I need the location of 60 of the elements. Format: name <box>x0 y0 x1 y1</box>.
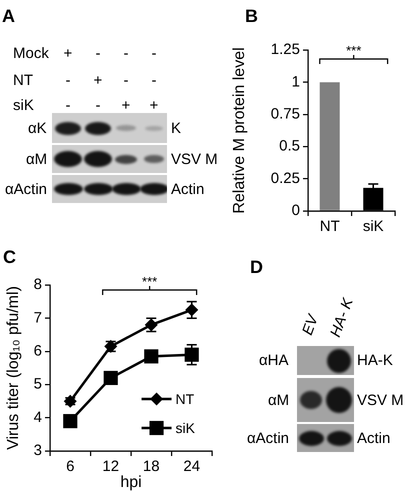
legend-label: siK <box>176 420 196 436</box>
x-tick-label: 12 <box>102 458 120 476</box>
text: Actin <box>171 180 204 198</box>
point <box>144 349 158 364</box>
x-tick-label: 18 <box>142 458 160 476</box>
y-tick-label: 0.75 <box>270 106 300 123</box>
y-tick-label: 0.5 <box>279 138 300 155</box>
legend-label: NT <box>176 390 195 407</box>
text: - <box>152 44 156 62</box>
text: + <box>94 72 102 88</box>
text: + <box>64 44 72 62</box>
text: D <box>250 257 263 277</box>
y-tick-label: 3 <box>34 442 42 460</box>
text: VSV M <box>357 392 404 408</box>
text: - <box>124 44 128 62</box>
text: - <box>66 72 70 88</box>
x-tick-label: 24 <box>183 458 200 476</box>
text: - <box>124 72 128 88</box>
y-tick-label: 8 <box>34 276 42 294</box>
text: VSV M <box>171 150 218 168</box>
text: αM <box>26 150 48 168</box>
text: αActin <box>5 180 48 198</box>
text: Actin <box>357 430 390 446</box>
x-tick-label: 6 <box>66 458 74 476</box>
text: + <box>150 96 158 114</box>
text: K <box>171 120 182 136</box>
point <box>104 370 118 386</box>
text: αActin <box>247 430 290 446</box>
point <box>63 414 78 428</box>
text: - <box>96 96 100 114</box>
text: NT <box>13 72 33 88</box>
y-tick-label: 6 <box>34 342 42 360</box>
point <box>184 348 199 362</box>
text: A <box>2 6 15 26</box>
chart-title: B <box>245 6 258 26</box>
text: - <box>96 44 100 62</box>
text: Mock <box>13 44 49 62</box>
y-axis-title: Relative M protein level <box>231 47 248 214</box>
text: HA-K <box>357 352 393 369</box>
y-tick-label: 5 <box>34 376 42 393</box>
text: - <box>152 72 156 88</box>
annotation: *** <box>142 274 158 289</box>
text: αM <box>268 392 290 408</box>
text: - <box>66 96 70 114</box>
chart-title: C <box>3 247 16 267</box>
y-tick-label: 0.25 <box>270 170 300 187</box>
y-tick-label: 1 <box>292 73 300 90</box>
y-tick-label: 0 <box>292 202 300 220</box>
y-tick-label: 4 <box>34 408 42 426</box>
y-tick-label: 7 <box>34 309 42 326</box>
x-axis-title: hpi <box>120 474 142 491</box>
text: HA- K <box>327 295 357 339</box>
y-axis-title: Virus titer (log₁₀ pfu/ml) <box>5 286 22 450</box>
text: siK <box>13 96 34 114</box>
text: + <box>122 96 130 114</box>
annotation: *** <box>346 43 362 58</box>
y-tick-label: 1.25 <box>270 41 300 58</box>
text: αHA <box>259 352 289 369</box>
text: EV <box>299 312 322 337</box>
text: αK <box>28 120 47 136</box>
